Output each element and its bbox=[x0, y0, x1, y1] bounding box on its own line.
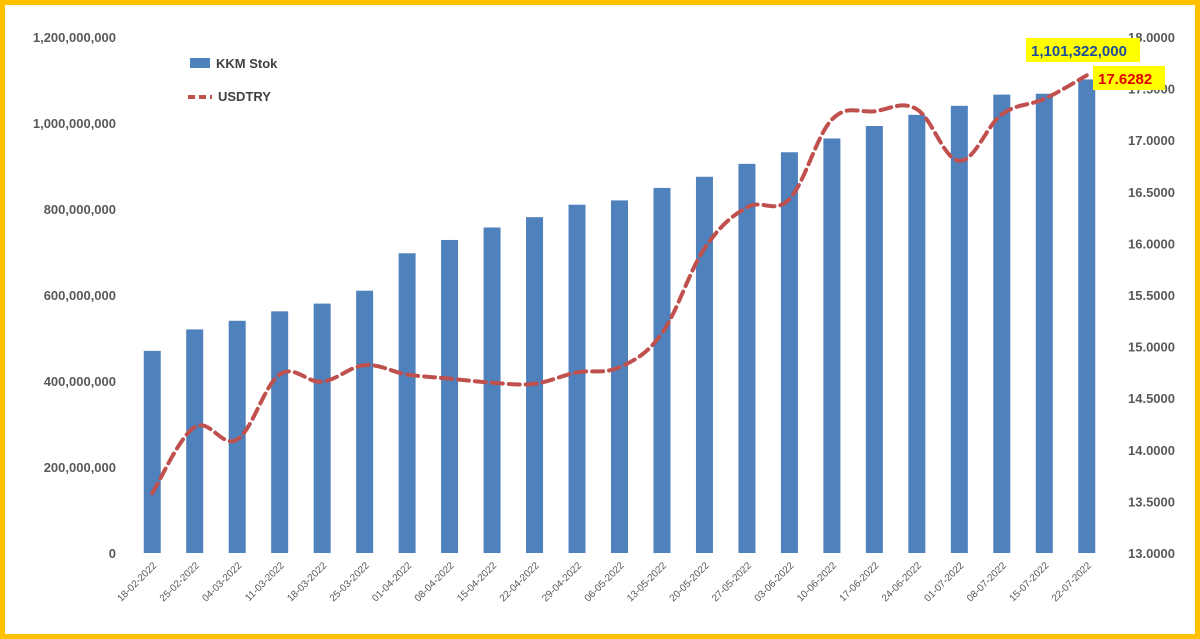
right-axis-tick-label: 13.0000 bbox=[1128, 546, 1175, 561]
x-axis-tick-label: 18-02-2022 bbox=[115, 560, 159, 604]
bar-kkm-stok bbox=[398, 253, 416, 554]
bar-kkm-stok bbox=[611, 200, 628, 553]
right-axis-tick-label: 13.5000 bbox=[1128, 494, 1175, 509]
x-axis-tick-label: 27-05-2022 bbox=[710, 560, 754, 604]
left-axis-ticks: 0 200,000,000 400,000,000 600,000,000 800,00… bbox=[33, 30, 116, 561]
bar-kkm-stok bbox=[865, 126, 883, 553]
left-axis-tick-label: 1,000,000,000 bbox=[33, 116, 116, 131]
left-axis-tick-label: 1,200,000,000 bbox=[33, 30, 116, 45]
x-axis-tick-label: 25-02-2022 bbox=[158, 560, 202, 604]
right-axis-ticks: 13.0000 13.5000 14.0000 14.5000 15.0000 15.50… bbox=[1128, 30, 1175, 561]
right-axis-tick-label: 16.5000 bbox=[1128, 185, 1175, 200]
legend: KKM Stok USDTRY bbox=[188, 56, 278, 104]
x-axis-tick-label: 13-05-2022 bbox=[625, 560, 669, 604]
right-axis-tick-label: 17.0000 bbox=[1128, 133, 1175, 148]
bar-kkm-stok bbox=[143, 350, 161, 553]
x-axis-tick-label: 04-03-2022 bbox=[200, 560, 244, 604]
left-axis-tick-label: 600,000,000 bbox=[44, 288, 116, 303]
x-axis-tick-label: 17-06-2022 bbox=[838, 560, 882, 604]
bar-kkm-stok bbox=[908, 114, 926, 553]
bar-series-kkm-stok bbox=[143, 79, 1096, 554]
bar-kkm-stok bbox=[950, 105, 968, 554]
x-axis-tick-label: 29-04-2022 bbox=[540, 560, 584, 604]
callout-usdtry-value: 17.6282 bbox=[1098, 71, 1152, 88]
x-axis-tick-label: 22-04-2022 bbox=[498, 560, 542, 604]
callout-kkm-stok-value: 1,101,322,000 bbox=[1031, 43, 1127, 60]
right-axis-tick-label: 14.5000 bbox=[1128, 391, 1175, 406]
bar-kkm-stok bbox=[228, 320, 246, 553]
legend-label-usdtry: USDTRY bbox=[218, 89, 271, 104]
x-axis-tick-label: 15-07-2022 bbox=[1007, 560, 1051, 604]
x-axis-tick-label: 11-03-2022 bbox=[243, 560, 287, 604]
callout-line-background bbox=[1093, 66, 1165, 90]
callout-bar-background bbox=[1026, 38, 1140, 62]
bar-kkm-stok bbox=[568, 204, 586, 553]
x-axis-tick-label: 20-05-2022 bbox=[668, 560, 712, 604]
bar-kkm-stok bbox=[823, 138, 841, 554]
legend-swatch-kkm-stok bbox=[190, 58, 210, 68]
left-axis-tick-label: 800,000,000 bbox=[44, 202, 116, 217]
legend-label-kkm-stok: KKM Stok bbox=[216, 56, 278, 71]
left-axis-tick-label: 200,000,000 bbox=[44, 460, 116, 475]
bar-kkm-stok bbox=[1035, 93, 1053, 553]
x-axis-tick-label: 24-06-2022 bbox=[880, 560, 924, 604]
right-axis-tick-label: 16.0000 bbox=[1128, 236, 1175, 251]
x-axis-tick-label: 15-04-2022 bbox=[455, 560, 499, 604]
x-axis-tick-label: 06-05-2022 bbox=[583, 560, 627, 604]
right-axis-tick-label: 14.0000 bbox=[1128, 443, 1175, 458]
x-axis-tick-label: 25-03-2022 bbox=[328, 560, 372, 604]
bar-kkm-stok bbox=[313, 303, 331, 553]
bar-kkm-stok bbox=[186, 329, 204, 553]
callouts: 1,101,322,000 17.6282 bbox=[1026, 38, 1165, 90]
x-axis-tick-label: 22-07-2022 bbox=[1050, 560, 1094, 604]
bar-kkm-stok bbox=[653, 187, 671, 553]
x-axis-tick-label: 10-06-2022 bbox=[795, 560, 839, 604]
bar-kkm-stok bbox=[695, 176, 713, 553]
x-axis-tick-label: 01-07-2022 bbox=[922, 560, 966, 604]
x-axis-tick-label: 08-07-2022 bbox=[965, 560, 1009, 604]
bar-kkm-stok bbox=[738, 163, 756, 553]
x-axis-tick-label: 08-04-2022 bbox=[413, 560, 457, 604]
left-axis-tick-label: 0 bbox=[109, 546, 116, 561]
left-axis-tick-label: 400,000,000 bbox=[44, 374, 116, 389]
bar-kkm-stok bbox=[993, 94, 1011, 554]
bar-kkm-stok bbox=[483, 227, 501, 554]
line-series-usdtry bbox=[150, 73, 1089, 496]
bar-kkm-stok bbox=[441, 239, 459, 553]
right-axis-tick-label: 15.0000 bbox=[1128, 340, 1175, 355]
right-axis-tick-label: 15.5000 bbox=[1128, 288, 1175, 303]
bar-kkm-stok bbox=[1078, 79, 1096, 553]
bar-kkm-stok bbox=[780, 152, 798, 554]
x-axis-tick-label: 03-06-2022 bbox=[753, 560, 797, 604]
x-axis-tick-label: 18-03-2022 bbox=[285, 560, 329, 604]
bar-kkm-stok bbox=[271, 311, 289, 553]
bar-kkm-stok bbox=[356, 290, 374, 553]
x-axis-tick-label: 01-04-2022 bbox=[370, 560, 414, 604]
